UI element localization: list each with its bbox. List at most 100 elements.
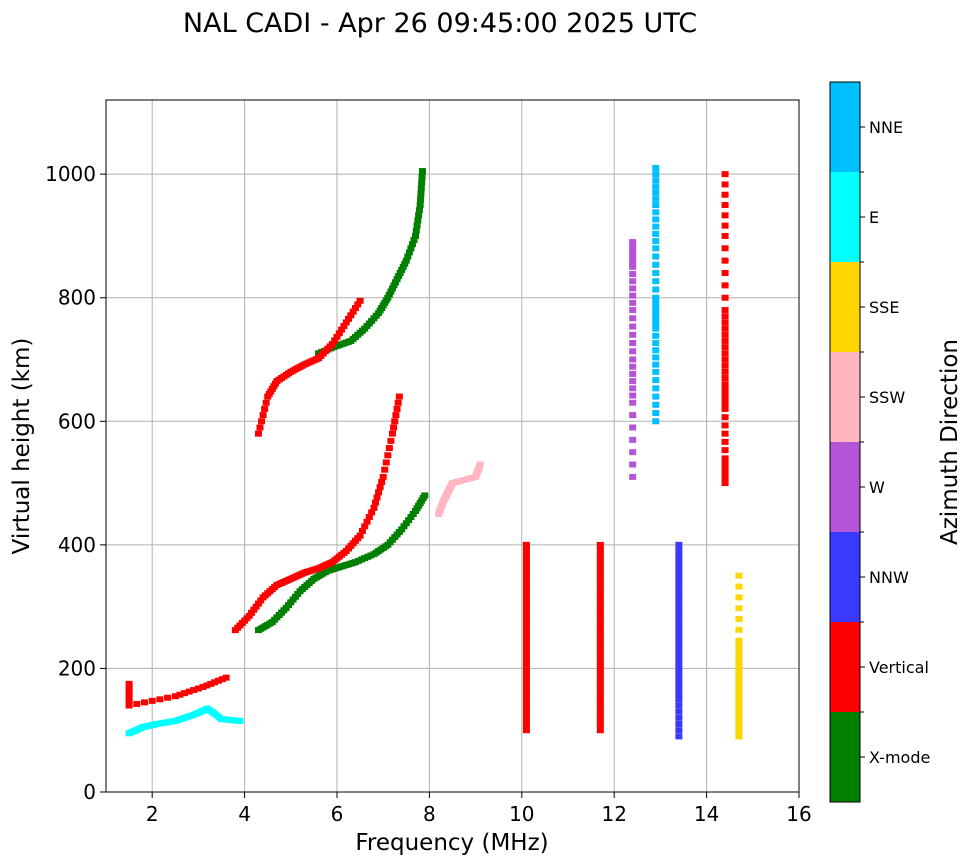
echo-point (675, 608, 683, 615)
echo-point (596, 613, 604, 620)
echo-point (452, 479, 460, 486)
echo-point (176, 691, 184, 698)
echo-point (721, 467, 729, 474)
echo-point (652, 253, 660, 260)
echo-point (171, 693, 179, 700)
echo-point (596, 557, 604, 564)
y-tick-label: 400 (58, 533, 96, 557)
echo-point (418, 168, 426, 175)
echo-point (629, 315, 637, 322)
echo-point (522, 619, 530, 626)
echo-point (218, 676, 226, 683)
echo-point (365, 514, 373, 521)
echo-point (629, 271, 637, 278)
echo-point (596, 660, 604, 667)
echo-point (735, 683, 743, 690)
echo-point (652, 410, 660, 417)
echo-point (652, 377, 660, 384)
echo-point (522, 670, 530, 677)
echo-point (652, 368, 660, 375)
echo-point (721, 350, 729, 357)
echo-point (629, 392, 637, 399)
echo-point (675, 634, 683, 641)
echo-point (721, 325, 729, 332)
echo-point (675, 639, 683, 646)
echo-point (596, 552, 604, 559)
echo-point (721, 362, 729, 369)
echo-point (735, 656, 743, 663)
echo-point (522, 598, 530, 605)
echo-point (262, 399, 270, 406)
echo-point (721, 257, 729, 264)
echo-point (652, 261, 660, 268)
echo-point (629, 348, 637, 355)
echo-point (652, 347, 660, 354)
echo-point (735, 651, 743, 658)
colorbar-label: Azimuth Direction (937, 339, 963, 545)
echo-point (721, 480, 729, 487)
echo-point (675, 708, 683, 715)
echo-point (407, 245, 415, 252)
echo-point (652, 294, 660, 301)
echo-trace (721, 171, 729, 487)
echo-point (376, 484, 384, 491)
echo-point (675, 644, 683, 651)
echo-point (652, 216, 660, 223)
y-tick-label: 0 (83, 780, 96, 804)
echo-point (675, 702, 683, 709)
echo-point (522, 722, 530, 729)
echo-point (596, 588, 604, 595)
echo-point (675, 727, 683, 734)
echo-point (258, 418, 266, 425)
echo-point (236, 717, 244, 724)
colorbar-segment (830, 712, 860, 802)
echo-point (629, 356, 637, 363)
echo-point (596, 593, 604, 600)
echo-point (413, 222, 421, 229)
echo-point (735, 637, 743, 644)
echo-point (522, 655, 530, 662)
echo-point (522, 562, 530, 569)
echo-point (629, 243, 637, 250)
echo-point (596, 686, 604, 693)
echo-point (415, 212, 423, 219)
echo-point (373, 494, 381, 501)
echo-point (125, 702, 133, 709)
echo-point (522, 649, 530, 656)
echo-point (522, 613, 530, 620)
colorbar-tick-label: W (869, 478, 885, 497)
echo-point (675, 660, 683, 667)
echo-point (333, 333, 341, 340)
echo-point (675, 649, 683, 656)
echo-point (675, 675, 683, 682)
echo-point (735, 671, 743, 678)
colorbar-segment (830, 172, 860, 262)
echo-point (596, 598, 604, 605)
echo-point (596, 722, 604, 729)
x-tick-label: 12 (601, 802, 626, 826)
colorbar-segment (830, 442, 860, 532)
echo-point (148, 697, 156, 704)
echo-point (522, 696, 530, 703)
colorbar-frame (829, 81, 861, 803)
echo-point (522, 624, 530, 631)
echo-point (385, 445, 393, 452)
echo-point (417, 196, 425, 203)
echo-point (721, 181, 729, 188)
echo-point (194, 685, 202, 692)
echo-point (476, 461, 484, 468)
echo-point (372, 499, 379, 506)
echo-point (388, 285, 396, 292)
echo-point (721, 368, 729, 375)
echo-point (721, 389, 729, 396)
echo-point (721, 375, 729, 382)
echo-point (211, 679, 219, 686)
echo-point (675, 686, 683, 693)
echo-point (675, 572, 683, 579)
echo-point (721, 331, 729, 338)
echo-point (721, 438, 729, 445)
echo-point (222, 674, 230, 681)
echo-point (596, 541, 604, 548)
x-axis-ticks: 2 4 6 8 10 12 14 16 (146, 792, 812, 826)
echo-point (368, 509, 376, 516)
